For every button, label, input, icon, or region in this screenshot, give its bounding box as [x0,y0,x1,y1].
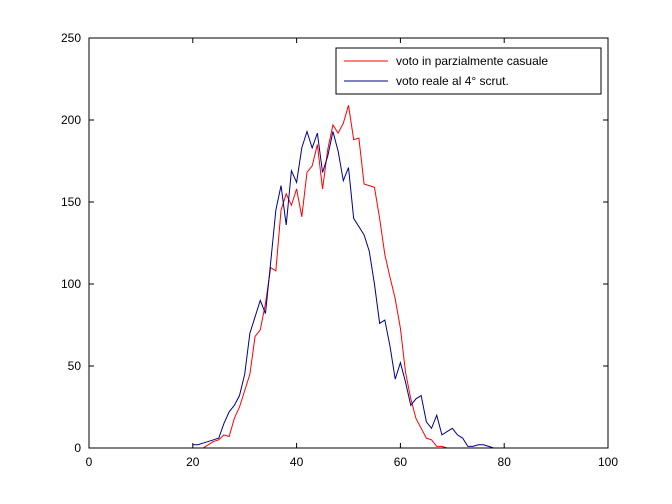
x-tick-label: 0 [86,455,93,469]
x-axis: 0 20 40 60 80 100 [86,38,618,469]
series-line-1 [192,105,453,449]
y-tick-label: 250 [61,31,81,45]
y-tick-label: 50 [68,359,82,373]
plot-frame [88,37,609,449]
legend-label-2: voto reale al 4° scrut. [396,74,509,88]
y-tick-label: 0 [74,441,81,455]
x-tick-label: 20 [186,455,200,469]
series-layer [192,105,500,449]
x-tick-label: 80 [498,455,512,469]
series-line-2 [192,129,500,449]
y-tick-label: 150 [61,195,81,209]
plot-area [89,38,608,448]
legend: voto in parzialmente casuale voto reale a… [335,47,602,95]
x-tick-label: 40 [290,455,304,469]
y-axis: 0 50 100 150 200 250 [61,31,608,455]
legend-box [335,47,602,95]
y-tick-label: 100 [61,277,81,291]
legend-label-1: voto in parzialmente casuale [396,54,548,68]
x-tick-label: 60 [394,455,408,469]
x-tick-label: 100 [598,455,618,469]
y-tick-label: 200 [61,113,81,127]
